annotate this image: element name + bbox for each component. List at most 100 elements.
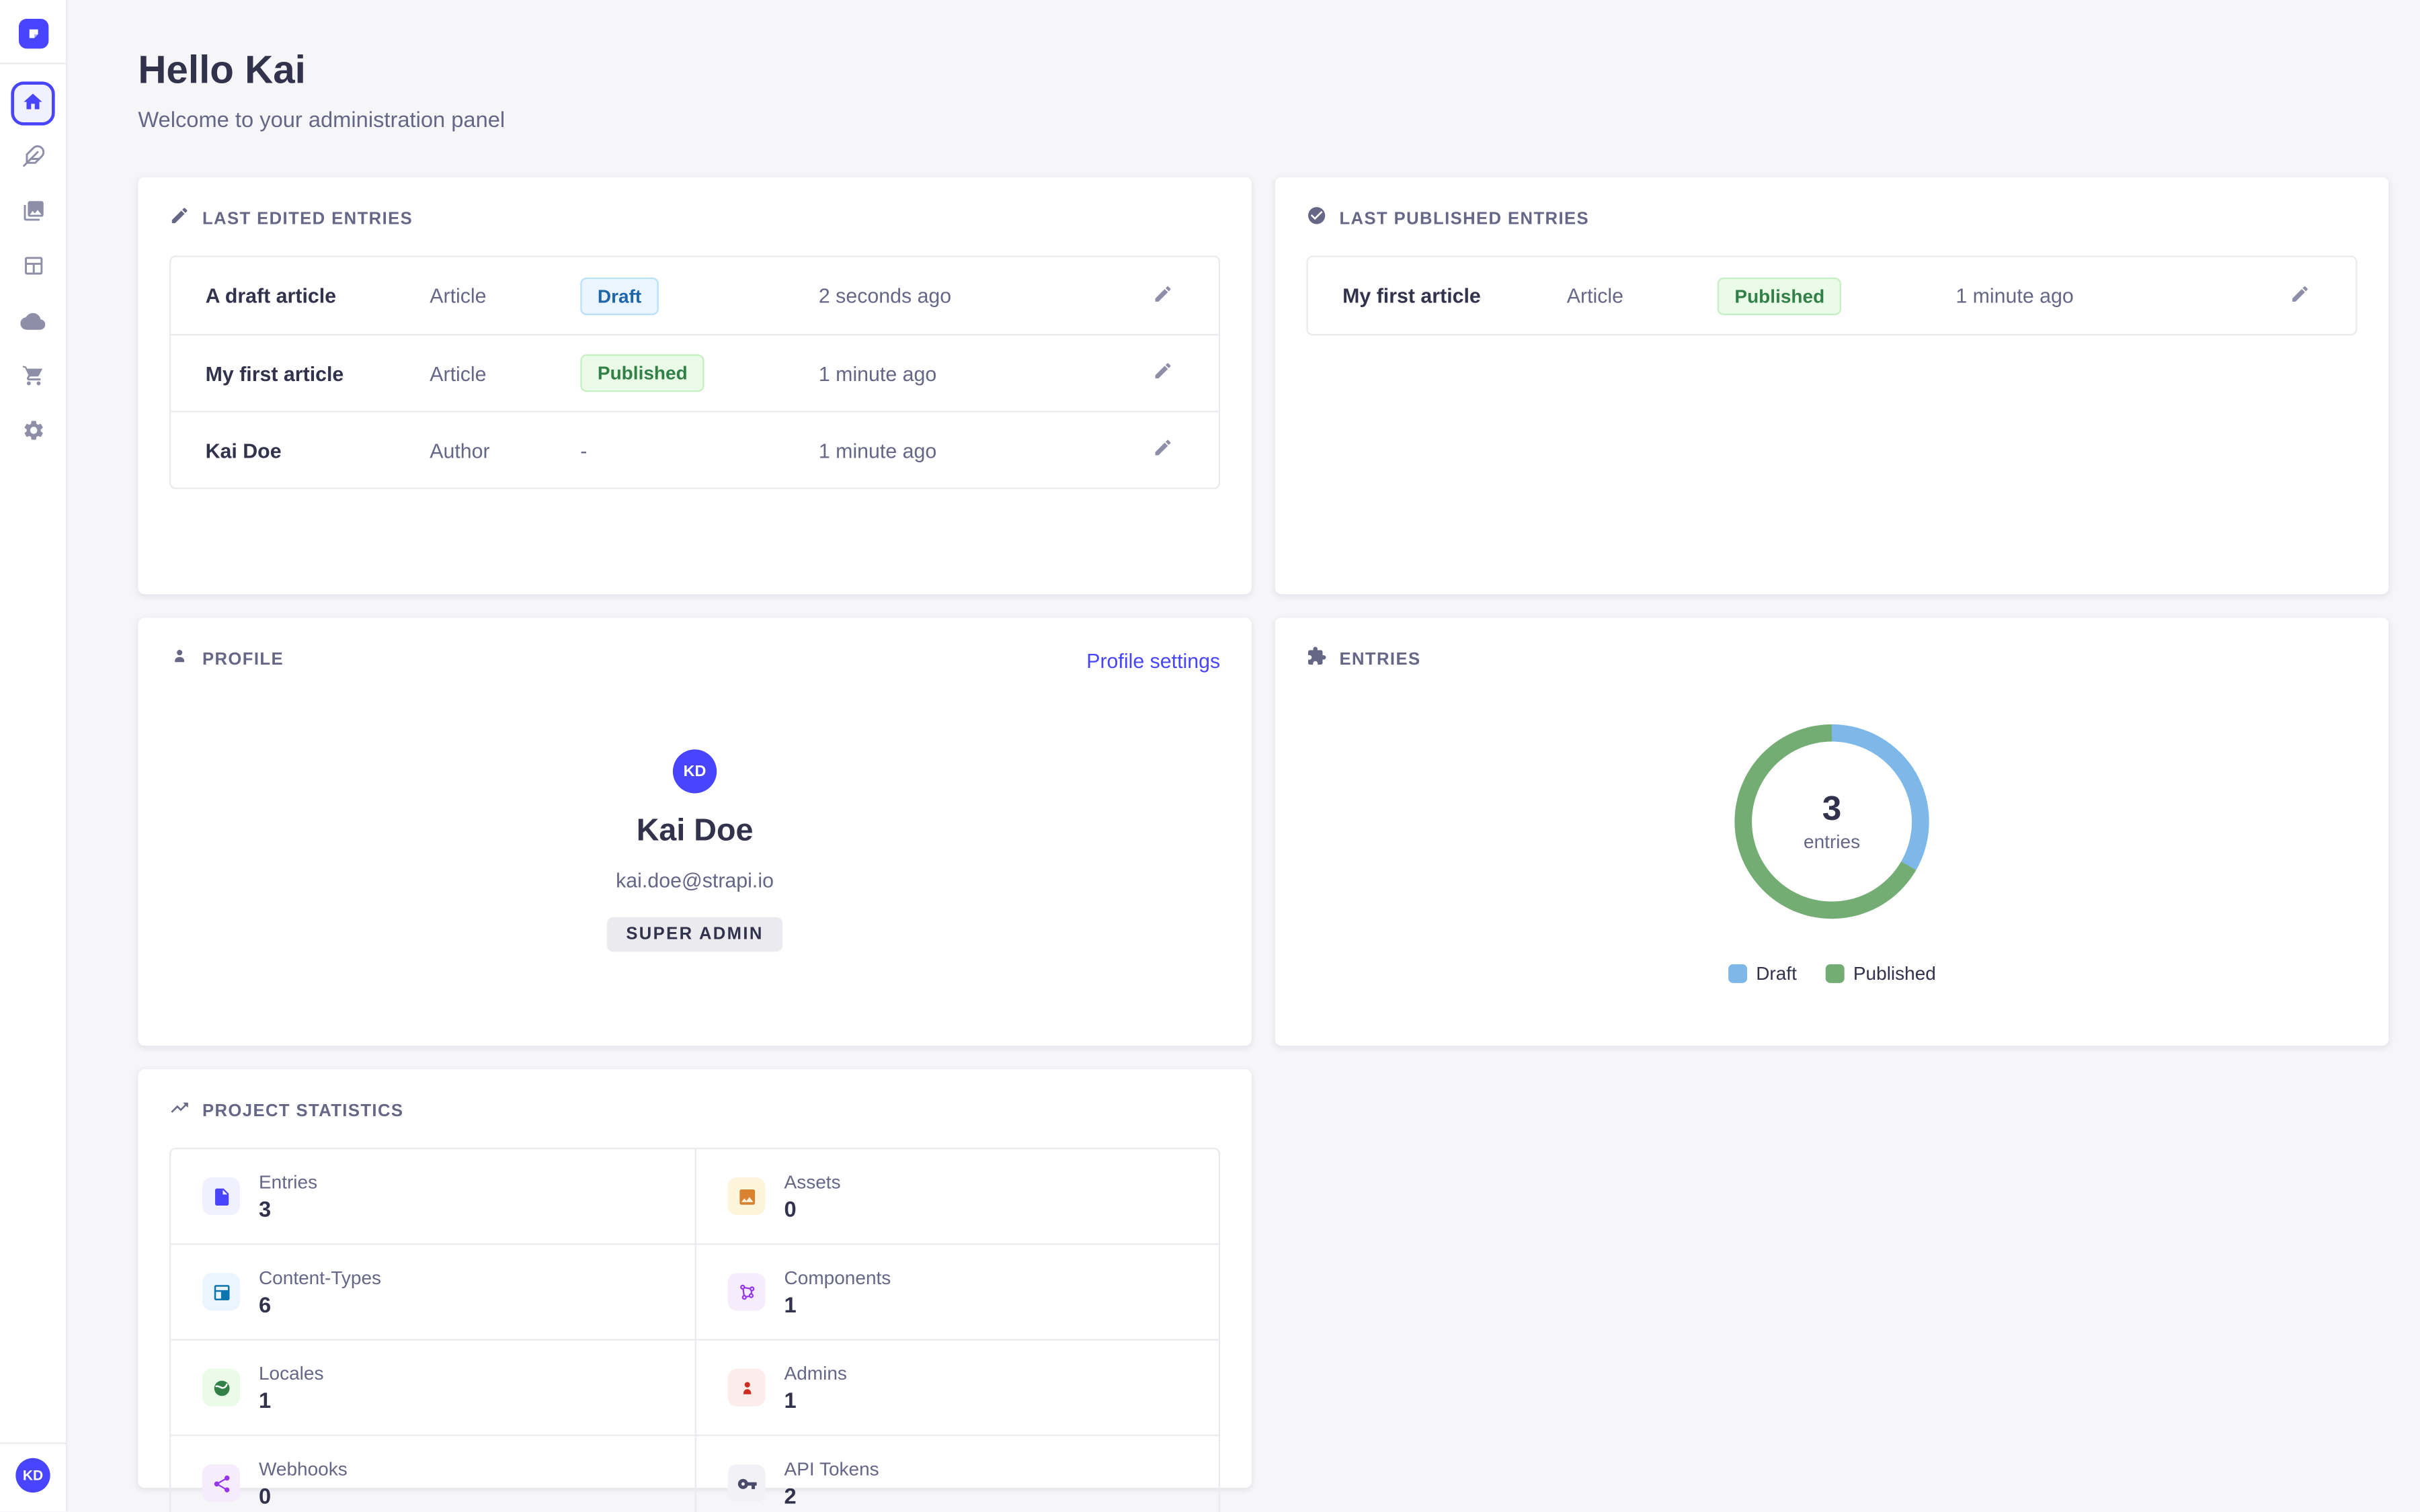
image-icon [727, 1177, 766, 1216]
sidebar-item-media-library[interactable] [11, 192, 54, 235]
stat-value: 1 [784, 1387, 797, 1413]
entry-type: Article [1566, 284, 1624, 308]
draft-swatch [1728, 964, 1747, 983]
table-row[interactable]: My first article Article Published 1 min… [1308, 257, 2356, 334]
stat-components: Components 1 [694, 1243, 1219, 1339]
sidebar-item-marketplace[interactable] [11, 356, 54, 400]
edit-entry-button[interactable] [2290, 283, 2321, 308]
check-circle-icon [1306, 206, 1326, 234]
stat-content-types: Content-Types 6 [171, 1243, 695, 1339]
person-icon [169, 646, 190, 674]
edit-entry-button[interactable] [1153, 361, 1184, 386]
cart-icon [21, 364, 44, 392]
status-badge: Draft [580, 276, 659, 314]
globe-icon [202, 1368, 240, 1406]
stat-webhooks: Webhooks 0 [171, 1434, 695, 1512]
role-badge: SUPER ADMIN [607, 917, 782, 952]
stat-label: Assets [784, 1171, 841, 1193]
last-edited-entries-card: LAST EDITED ENTRIES A draft article Arti… [138, 177, 1252, 595]
profile-email: kai.doe@strapi.io [616, 868, 774, 892]
stat-value: 1 [784, 1292, 797, 1317]
media-gallery-icon [21, 199, 44, 227]
entry-type: Article [430, 361, 487, 385]
entry-updated-time: 2 seconds ago [818, 284, 952, 308]
table-row[interactable]: A draft article Article Draft 2 seconds … [171, 257, 1219, 334]
sidebar-user-section: KD [0, 1442, 66, 1511]
legend-item-draft: Draft [1728, 963, 1797, 984]
legend-label: Published [1853, 962, 1936, 985]
entry-title: My first article [1342, 284, 1481, 308]
pencil-icon [1153, 283, 1173, 308]
sidebar-item-content-manager[interactable] [11, 136, 54, 180]
feather-icon [21, 144, 44, 173]
last-published-table: My first article Article Published 1 min… [1306, 255, 2357, 336]
status-badge: Published [1717, 276, 1842, 314]
card-title: ENTRIES [1339, 650, 1421, 670]
card-title: LAST EDITED ENTRIES [202, 210, 413, 229]
entry-type: Article [430, 284, 487, 308]
page-title: Hello Kai [138, 48, 306, 93]
entries-total: 3 [1822, 788, 1842, 828]
sidebar-item-settings[interactable] [11, 411, 54, 454]
layout-icon [21, 254, 44, 282]
profile-name: Kai Doe [636, 813, 754, 849]
stat-locales: Locales 1 [171, 1339, 695, 1434]
stat-entries: Entries 3 [171, 1149, 694, 1243]
user-avatar[interactable]: KD [15, 1458, 50, 1493]
stat-value: 3 [258, 1196, 272, 1222]
profile-settings-link[interactable]: Profile settings [1086, 648, 1221, 672]
stat-value: 6 [258, 1292, 272, 1317]
puzzle-icon [1306, 646, 1326, 674]
table-row[interactable]: Kai Doe Author - 1 minute ago [171, 411, 1219, 487]
card-header: PROFILE Profile settings [169, 646, 1220, 674]
card-header: PROJECT STATISTICS [169, 1097, 1220, 1126]
key-icon [727, 1464, 766, 1503]
page-subtitle: Welcome to your administration panel [138, 106, 506, 132]
last-edited-table: A draft article Article Draft 2 seconds … [169, 255, 1221, 489]
user-icon [727, 1368, 766, 1406]
sidebar-logo-section [0, 0, 66, 65]
edit-entry-button[interactable] [1153, 437, 1184, 462]
sidebar-item-cloud[interactable] [11, 301, 54, 345]
card-header: LAST EDITED ENTRIES [169, 206, 1220, 234]
edit-entry-button[interactable] [1153, 283, 1184, 308]
webhook-icon [202, 1464, 240, 1503]
stat-label: Webhooks [258, 1458, 348, 1480]
strapi-logo-icon[interactable] [17, 18, 48, 49]
profile-avatar: KD [672, 749, 717, 794]
entry-title: Kai Doe [205, 438, 282, 462]
file-icon [202, 1177, 240, 1216]
sidebar-item-home[interactable] [11, 81, 55, 126]
donut-center-label: 3 entries [1804, 790, 1860, 853]
stat-api-tokens: API Tokens 2 [694, 1434, 1219, 1512]
entries-chart: 3 entries Draft Published [1306, 724, 2357, 984]
home-icon [22, 90, 44, 117]
entry-title: A draft article [205, 284, 337, 308]
stat-value: 1 [258, 1387, 272, 1413]
pencil-icon [169, 206, 190, 234]
table-row[interactable]: My first article Article Published 1 min… [171, 333, 1219, 411]
chart-legend: Draft Published [1728, 962, 1936, 985]
entry-updated-time: 1 minute ago [818, 438, 937, 462]
stat-label: API Tokens [784, 1458, 879, 1480]
card-title: PROFILE [202, 650, 284, 670]
card-header: LAST PUBLISHED ENTRIES [1306, 206, 2357, 234]
cloud-icon [20, 308, 46, 337]
stat-label: Entries [258, 1171, 318, 1193]
stat-label: Locales [258, 1362, 324, 1385]
legend-item-published: Published [1824, 962, 1936, 985]
entry-updated-time: 1 minute ago [1955, 284, 2074, 308]
stat-value: 2 [784, 1483, 797, 1509]
entry-updated-time: 1 minute ago [818, 361, 937, 385]
stats-grid: Entries 3 Assets 0 Content-Types 6 Componen… [169, 1147, 1221, 1512]
entry-type: Author [430, 438, 490, 462]
stat-label: Admins [784, 1362, 847, 1385]
sidebar-item-content-type-builder[interactable] [11, 246, 54, 290]
profile-card: PROFILE Profile settings KD Kai Doe kai.… [138, 618, 1252, 1046]
card-header: ENTRIES [1306, 646, 2357, 674]
stat-label: Components [784, 1267, 891, 1289]
entry-status-empty: - [580, 438, 588, 462]
card-title: LAST PUBLISHED ENTRIES [1339, 210, 1590, 229]
project-statistics-card: PROJECT STATISTICS Entries 3 Assets 0 Cont… [138, 1069, 1252, 1512]
